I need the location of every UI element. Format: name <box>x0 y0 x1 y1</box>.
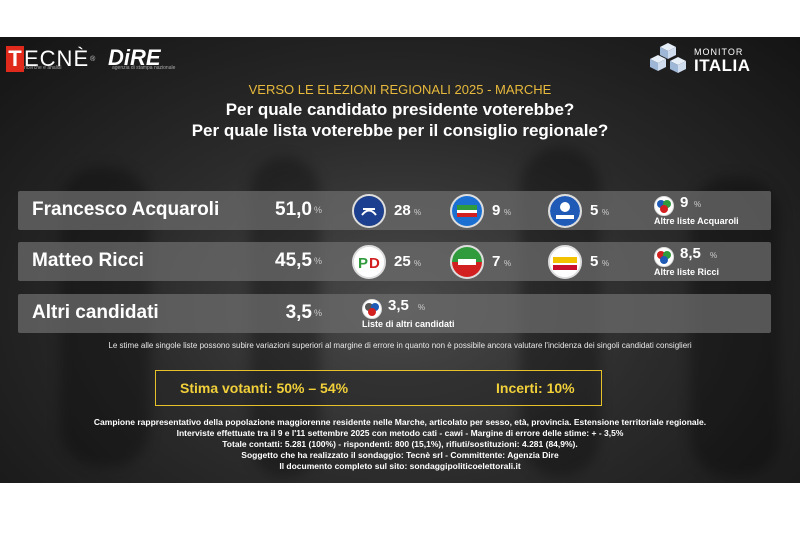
percent-sign: % <box>602 259 610 268</box>
percent-sign: % <box>602 208 610 217</box>
italia-label: ITALIA <box>694 56 751 75</box>
list-value: 7 <box>492 253 501 270</box>
percent-sign: % <box>710 251 718 260</box>
percent-sign: % <box>314 308 323 318</box>
question-candidate: Per quale candidato presidente voterebbe… <box>225 100 575 119</box>
poll-graphic: T ECNÈ ® ricerche e analisi DiRE agenzia… <box>0 37 800 483</box>
other-lists-result: 9 % Altre liste Acquaroli <box>654 194 768 228</box>
undecided-share: Incerti: 10% <box>496 380 575 396</box>
percent-sign: % <box>314 205 323 215</box>
altre-liste-acquaroli-logo <box>654 196 674 216</box>
dire-tagline: agenzia di stampa nazionale <box>112 65 176 71</box>
methodology-line: Soggetto che ha realizzato il sondaggio:… <box>241 450 559 460</box>
tecne-tagline: ricerche e analisi <box>24 65 62 71</box>
methodology-line: Il documento completo sul sito: sondaggi… <box>279 461 521 471</box>
list-value: 5 <box>590 253 599 270</box>
cubes-icon <box>650 43 686 73</box>
svg-text:D: D <box>369 255 380 272</box>
candidate-name: Matteo Ricci <box>32 250 144 271</box>
monitor-italia-logo: MONITOR ITALIA <box>646 43 776 79</box>
other-lists-label: Liste di altri candidati <box>362 319 455 329</box>
list-value: 28 <box>394 202 411 219</box>
tecne-logo-initial: T <box>6 46 24 72</box>
fratelli-d-italia-logo <box>352 194 386 228</box>
movimento-5-stelle-logo <box>548 245 582 279</box>
methodology-line: Totale contatti: 5.281 (100%) - risponde… <box>222 439 578 449</box>
poll-kicker: VERSO LE ELEZIONI REGIONALI 2025 - MARCH… <box>248 82 552 97</box>
svg-text:P: P <box>358 255 368 272</box>
forza-italia-logo <box>450 194 484 228</box>
monitor-label: MONITOR <box>694 47 744 57</box>
other-lists-value: 9 <box>680 194 689 211</box>
percent-sign: % <box>504 259 512 268</box>
lists-variation-note: Le stime alle singole liste possono subi… <box>108 341 692 350</box>
list-result: 5 % <box>548 194 640 228</box>
other-lists-label: Altre liste Acquaroli <box>654 216 739 226</box>
methodology-line: Campione rappresentativo della popolazio… <box>93 417 707 427</box>
other-lists-result: 8,5 % Altre liste Ricci <box>654 245 768 279</box>
altre-liste-ricci-logo <box>654 247 674 267</box>
lega-salvini-logo <box>548 194 582 228</box>
liste-altri-candidati-logo <box>362 299 382 319</box>
avs-logo <box>450 245 484 279</box>
percent-sign: % <box>504 208 512 217</box>
list-value: 5 <box>590 202 599 219</box>
tecne-registered-mark: ® <box>90 55 96 63</box>
question-list: Per quale lista voterebbe per il consigl… <box>191 121 609 140</box>
candidate-value: 3,5 <box>285 302 312 323</box>
candidate-value: 45,5 <box>275 250 312 271</box>
other-lists-label: Altre liste Ricci <box>654 267 720 277</box>
turnout-estimate: Stima votanti: 50% – 54% <box>180 380 349 396</box>
candidate-name: Francesco Acquaroli <box>32 199 220 220</box>
list-result: 7 % <box>450 245 542 279</box>
list-value: 25 <box>394 253 411 270</box>
tecne-logo: T ECNÈ ® <box>6 45 95 73</box>
candidate-row: Altri candidati 3,5 % 3,5 % Liste di alt… <box>18 294 771 333</box>
dire-logo-text: DiRE <box>108 45 161 70</box>
list-result: 28 % <box>352 194 444 228</box>
percent-sign: % <box>418 303 426 312</box>
percent-sign: % <box>414 259 422 268</box>
list-value: 9 <box>492 202 501 219</box>
other-lists-value: 3,5 <box>388 297 409 314</box>
percent-sign: % <box>414 208 422 217</box>
dire-logo: DiRE <box>108 45 161 71</box>
methodology-line: Interviste effettuate tra il 9 e l'11 se… <box>176 428 624 438</box>
percent-sign: % <box>314 256 323 266</box>
other-lists-value: 8,5 <box>680 245 701 262</box>
candidate-value: 51,0 <box>275 199 312 220</box>
tecne-logo-text: ECNÈ <box>24 46 90 71</box>
candidate-row: Francesco Acquaroli 51,0 % 28 % 9 % 5 % <box>18 191 771 230</box>
other-lists-result: 3,5 % Liste di altri candidati <box>362 297 492 331</box>
turnout-box: Stima votanti: 50% – 54% Incerti: 10% <box>155 370 602 406</box>
list-result: 9 % <box>450 194 542 228</box>
list-result: 5 % <box>548 245 640 279</box>
candidate-name: Altri candidati <box>32 302 159 323</box>
percent-sign: % <box>694 200 702 209</box>
